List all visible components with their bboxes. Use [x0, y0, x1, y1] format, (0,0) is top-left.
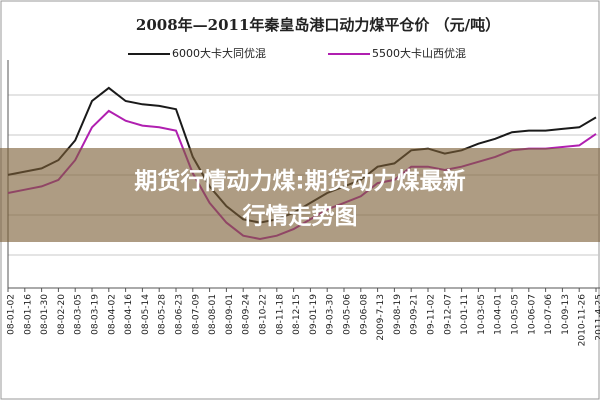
x-tick-label: 10-04-01	[494, 294, 504, 335]
x-tick-label: 09-06-08	[359, 294, 369, 335]
x-tick-label: 08-02-20	[57, 294, 67, 335]
x-tick-label: 09-05-06	[343, 294, 353, 335]
x-tick-label: 08-01-16	[23, 294, 33, 335]
x-tick-label: 09-09-21	[410, 294, 420, 335]
x-tick-label: 08-07-09	[191, 294, 201, 335]
x-tick-label: 10-03-05	[477, 294, 487, 335]
x-tick-label: 08-08-01	[208, 294, 218, 335]
chart-title: 2008年—2011年秦皇岛港口动力煤平仓价 （元/吨）	[136, 16, 500, 34]
x-tick-label: 08-12-15	[292, 294, 302, 335]
x-tick-label: 10-05-05	[511, 294, 521, 335]
x-tick-label: 08-05-14	[141, 294, 151, 335]
x-tick-label: 10-07-06	[544, 294, 554, 335]
x-tick-label: 2010-11-26	[578, 294, 588, 347]
x-tick-label: 10-06-07	[527, 294, 537, 335]
legend-label: 6000大卡大同优混	[172, 46, 266, 60]
x-tick-label: 10-01-11	[460, 294, 470, 335]
x-tick-label: 08-03-19	[91, 294, 101, 335]
x-tick-label: 08-09-01	[225, 294, 235, 335]
x-tick-label: 2009-7-13	[376, 294, 386, 341]
x-tick-label: 08-09-24	[242, 294, 252, 335]
x-tick-label: 08-01-30	[40, 294, 50, 335]
x-tick-label: 09-01-19	[309, 294, 319, 335]
x-tick-label: 08-11-18	[275, 294, 285, 335]
x-tick-label: 08-06-23	[175, 294, 185, 335]
x-tick-label: 08-01-02	[7, 294, 17, 335]
x-tick-label: 2011-4-25	[595, 294, 600, 341]
x-tick-label: 10-09-13	[561, 294, 571, 335]
overlay-text: 期货行情动力煤:期货动力煤最新	[134, 168, 465, 195]
overlay-band	[0, 148, 600, 242]
x-tick-label: 08-05-28	[158, 294, 168, 335]
x-tick-label: 09-12-07	[443, 294, 453, 335]
x-tick-label: 08-10-22	[259, 294, 269, 335]
x-tick-label: 09-08-19	[393, 294, 403, 335]
x-tick-label: 08-03-05	[74, 294, 84, 335]
x-tick-label: 09-03-30	[326, 294, 336, 335]
x-tick-label: 09-11-02	[427, 294, 437, 335]
x-tick-label: 08-04-16	[124, 294, 134, 335]
legend-label: 5500大卡山西优混	[372, 46, 466, 60]
overlay-text: 行情走势图	[242, 203, 358, 230]
x-tick-label: 08-04-02	[107, 294, 117, 335]
